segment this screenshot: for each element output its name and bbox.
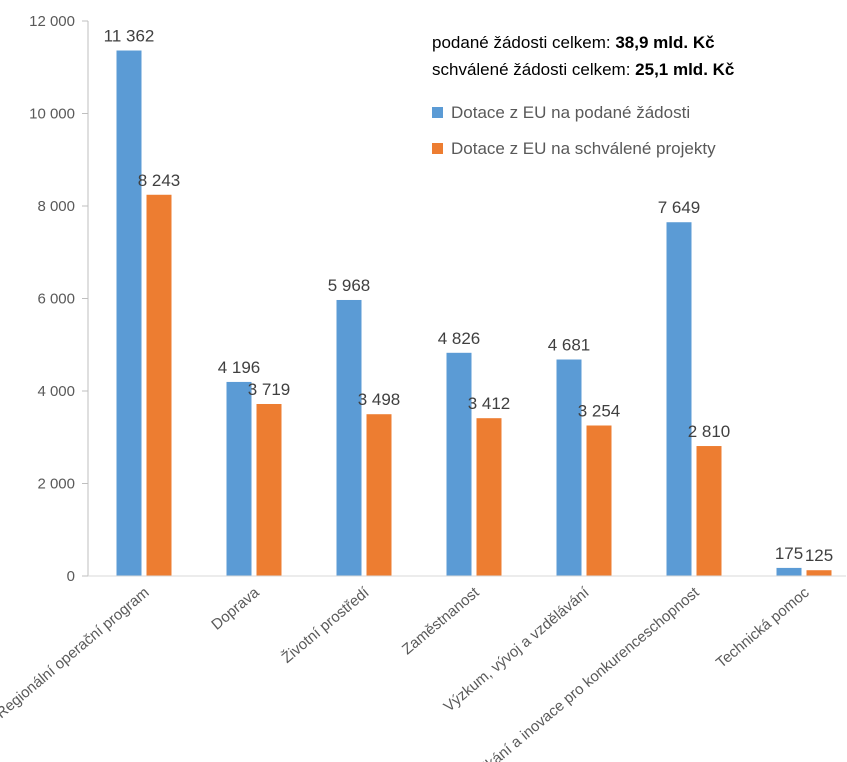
bar-submitted xyxy=(776,567,802,576)
bar-approved xyxy=(366,414,392,576)
x-tick-label: Zaměstnanost xyxy=(399,584,483,659)
data-label: 4 681 xyxy=(548,336,591,355)
data-label: 3 254 xyxy=(578,402,621,421)
x-tick-label: Technická pomoc xyxy=(713,584,813,672)
legend: Dotace z EU na podané žádosti Dotace z EU… xyxy=(432,103,716,158)
bar-approved xyxy=(256,403,282,576)
bar-submitted xyxy=(446,352,472,576)
data-label: 3 719 xyxy=(248,380,291,399)
y-axis: 0 2 000 4 000 6 000 8 000 10 000 12 000 xyxy=(29,13,89,585)
data-label: 8 243 xyxy=(138,171,181,190)
y-tick-label: 2 000 xyxy=(37,476,75,493)
legend-label: Dotace z EU na schválené projekty xyxy=(451,139,716,158)
summary-annotations: podané žádosti celkem: 38,9 mld. Kč schvá… xyxy=(432,33,734,79)
y-tick-label: 10 000 xyxy=(29,106,75,123)
data-label: 2 810 xyxy=(688,422,731,441)
legend-swatch xyxy=(432,143,443,154)
bar-approved xyxy=(586,425,612,576)
data-label: 125 xyxy=(805,546,833,565)
summary-value: 25,1 mld. Kč xyxy=(635,60,734,79)
data-label: 175 xyxy=(775,544,803,563)
summary-line: podané žádosti celkem: 38,9 mld. Kč xyxy=(432,33,715,52)
bar-submitted xyxy=(666,222,692,576)
summary-prefix: podané žádosti celkem: xyxy=(432,33,615,52)
data-label: 11 362 xyxy=(104,27,155,46)
y-tick-label: 12 000 xyxy=(29,13,75,30)
summary-prefix: schválené žádosti celkem: xyxy=(432,60,635,79)
summary-line: schválené žádosti celkem: 25,1 mld. Kč xyxy=(432,60,734,79)
data-label: 3 412 xyxy=(468,394,511,413)
y-tick-label: 6 000 xyxy=(37,291,75,308)
data-label: 4 826 xyxy=(438,329,481,348)
data-label: 4 196 xyxy=(218,358,261,377)
data-labels: 11 362 8 243 4 196 3 719 5 968 3 498 4 826 3 41… xyxy=(104,27,834,566)
data-label: 5 968 xyxy=(328,276,371,295)
bar-submitted xyxy=(226,381,252,576)
x-axis: Regionální operační program Doprava Životn… xyxy=(0,575,846,762)
bar-approved xyxy=(146,194,172,577)
bar-submitted xyxy=(116,50,142,576)
x-tick-label: Životní prostředí xyxy=(279,584,374,667)
bars xyxy=(116,50,832,577)
y-tick-label: 0 xyxy=(67,568,75,585)
data-label: 3 498 xyxy=(358,390,401,409)
bar-approved xyxy=(696,446,722,576)
bar-approved xyxy=(476,418,502,576)
x-tick-label: Regionální operační program xyxy=(0,584,153,722)
bar-submitted xyxy=(556,359,582,576)
legend-swatch xyxy=(432,107,443,118)
legend-label: Dotace z EU na podané žádosti xyxy=(451,103,690,122)
bar-submitted xyxy=(336,299,362,576)
y-tick-label: 8 000 xyxy=(37,198,75,215)
y-tick-label: 4 000 xyxy=(37,383,75,400)
x-tick-label: Doprava xyxy=(208,584,263,634)
summary-value: 38,9 mld. Kč xyxy=(615,33,714,52)
data-label: 7 649 xyxy=(658,198,701,217)
bar-approved xyxy=(806,570,832,576)
